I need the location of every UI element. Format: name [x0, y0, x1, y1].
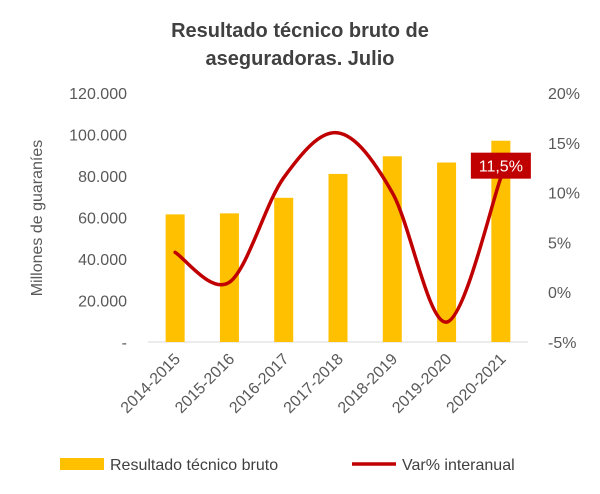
- chart-title-line-2: aseguradoras. Julio: [206, 48, 395, 70]
- left-tick-label: 120.000: [69, 86, 127, 103]
- bar: [328, 173, 348, 342]
- x-tick-label: 2020-2021: [444, 351, 510, 417]
- left-tick-label: 60.000: [78, 211, 127, 228]
- right-axis: -5% 0% 5% 10% 15% 20%: [548, 86, 580, 352]
- chart-title-line-1: Resultado técnico bruto de: [171, 20, 429, 42]
- line-series: [173, 131, 503, 324]
- right-tick-label: 5%: [548, 235, 571, 252]
- right-tick-label: 10%: [548, 186, 580, 203]
- left-axis: - 20.000 40.000 60.000 80.000 100.000 120.000: [69, 86, 127, 352]
- data-label-box: [470, 152, 531, 179]
- right-tick-label: 0%: [548, 285, 571, 302]
- data-label: 11,5%: [479, 159, 523, 176]
- y-axis-label: Millones de guaraníes: [29, 140, 46, 297]
- left-tick-label: 80.000: [78, 169, 127, 186]
- legend: Resultado técnico bruto Var% interanual: [60, 457, 515, 474]
- bar: [437, 162, 457, 342]
- series-line: [173, 131, 503, 324]
- legend-swatch-bar: [60, 458, 104, 470]
- bar-series: [165, 140, 511, 342]
- right-tick-label: 20%: [548, 86, 580, 103]
- bar: [165, 214, 185, 342]
- left-tick-label: -: [122, 335, 127, 352]
- left-tick-label: 40.000: [78, 252, 127, 269]
- legend-label-bar: Resultado técnico bruto: [110, 457, 278, 474]
- left-tick-label: 100.000: [69, 128, 127, 145]
- x-axis: 2014-20152015-20162016-20172017-20182018…: [118, 351, 510, 417]
- data-labels: 11,5%: [470, 152, 531, 179]
- left-tick-label: 20.000: [78, 294, 127, 311]
- legend-label-line: Var% interanual: [402, 457, 515, 474]
- bar: [274, 197, 294, 342]
- bar: [219, 213, 239, 342]
- right-tick-label: -5%: [548, 335, 576, 352]
- right-tick-label: 15%: [548, 136, 580, 153]
